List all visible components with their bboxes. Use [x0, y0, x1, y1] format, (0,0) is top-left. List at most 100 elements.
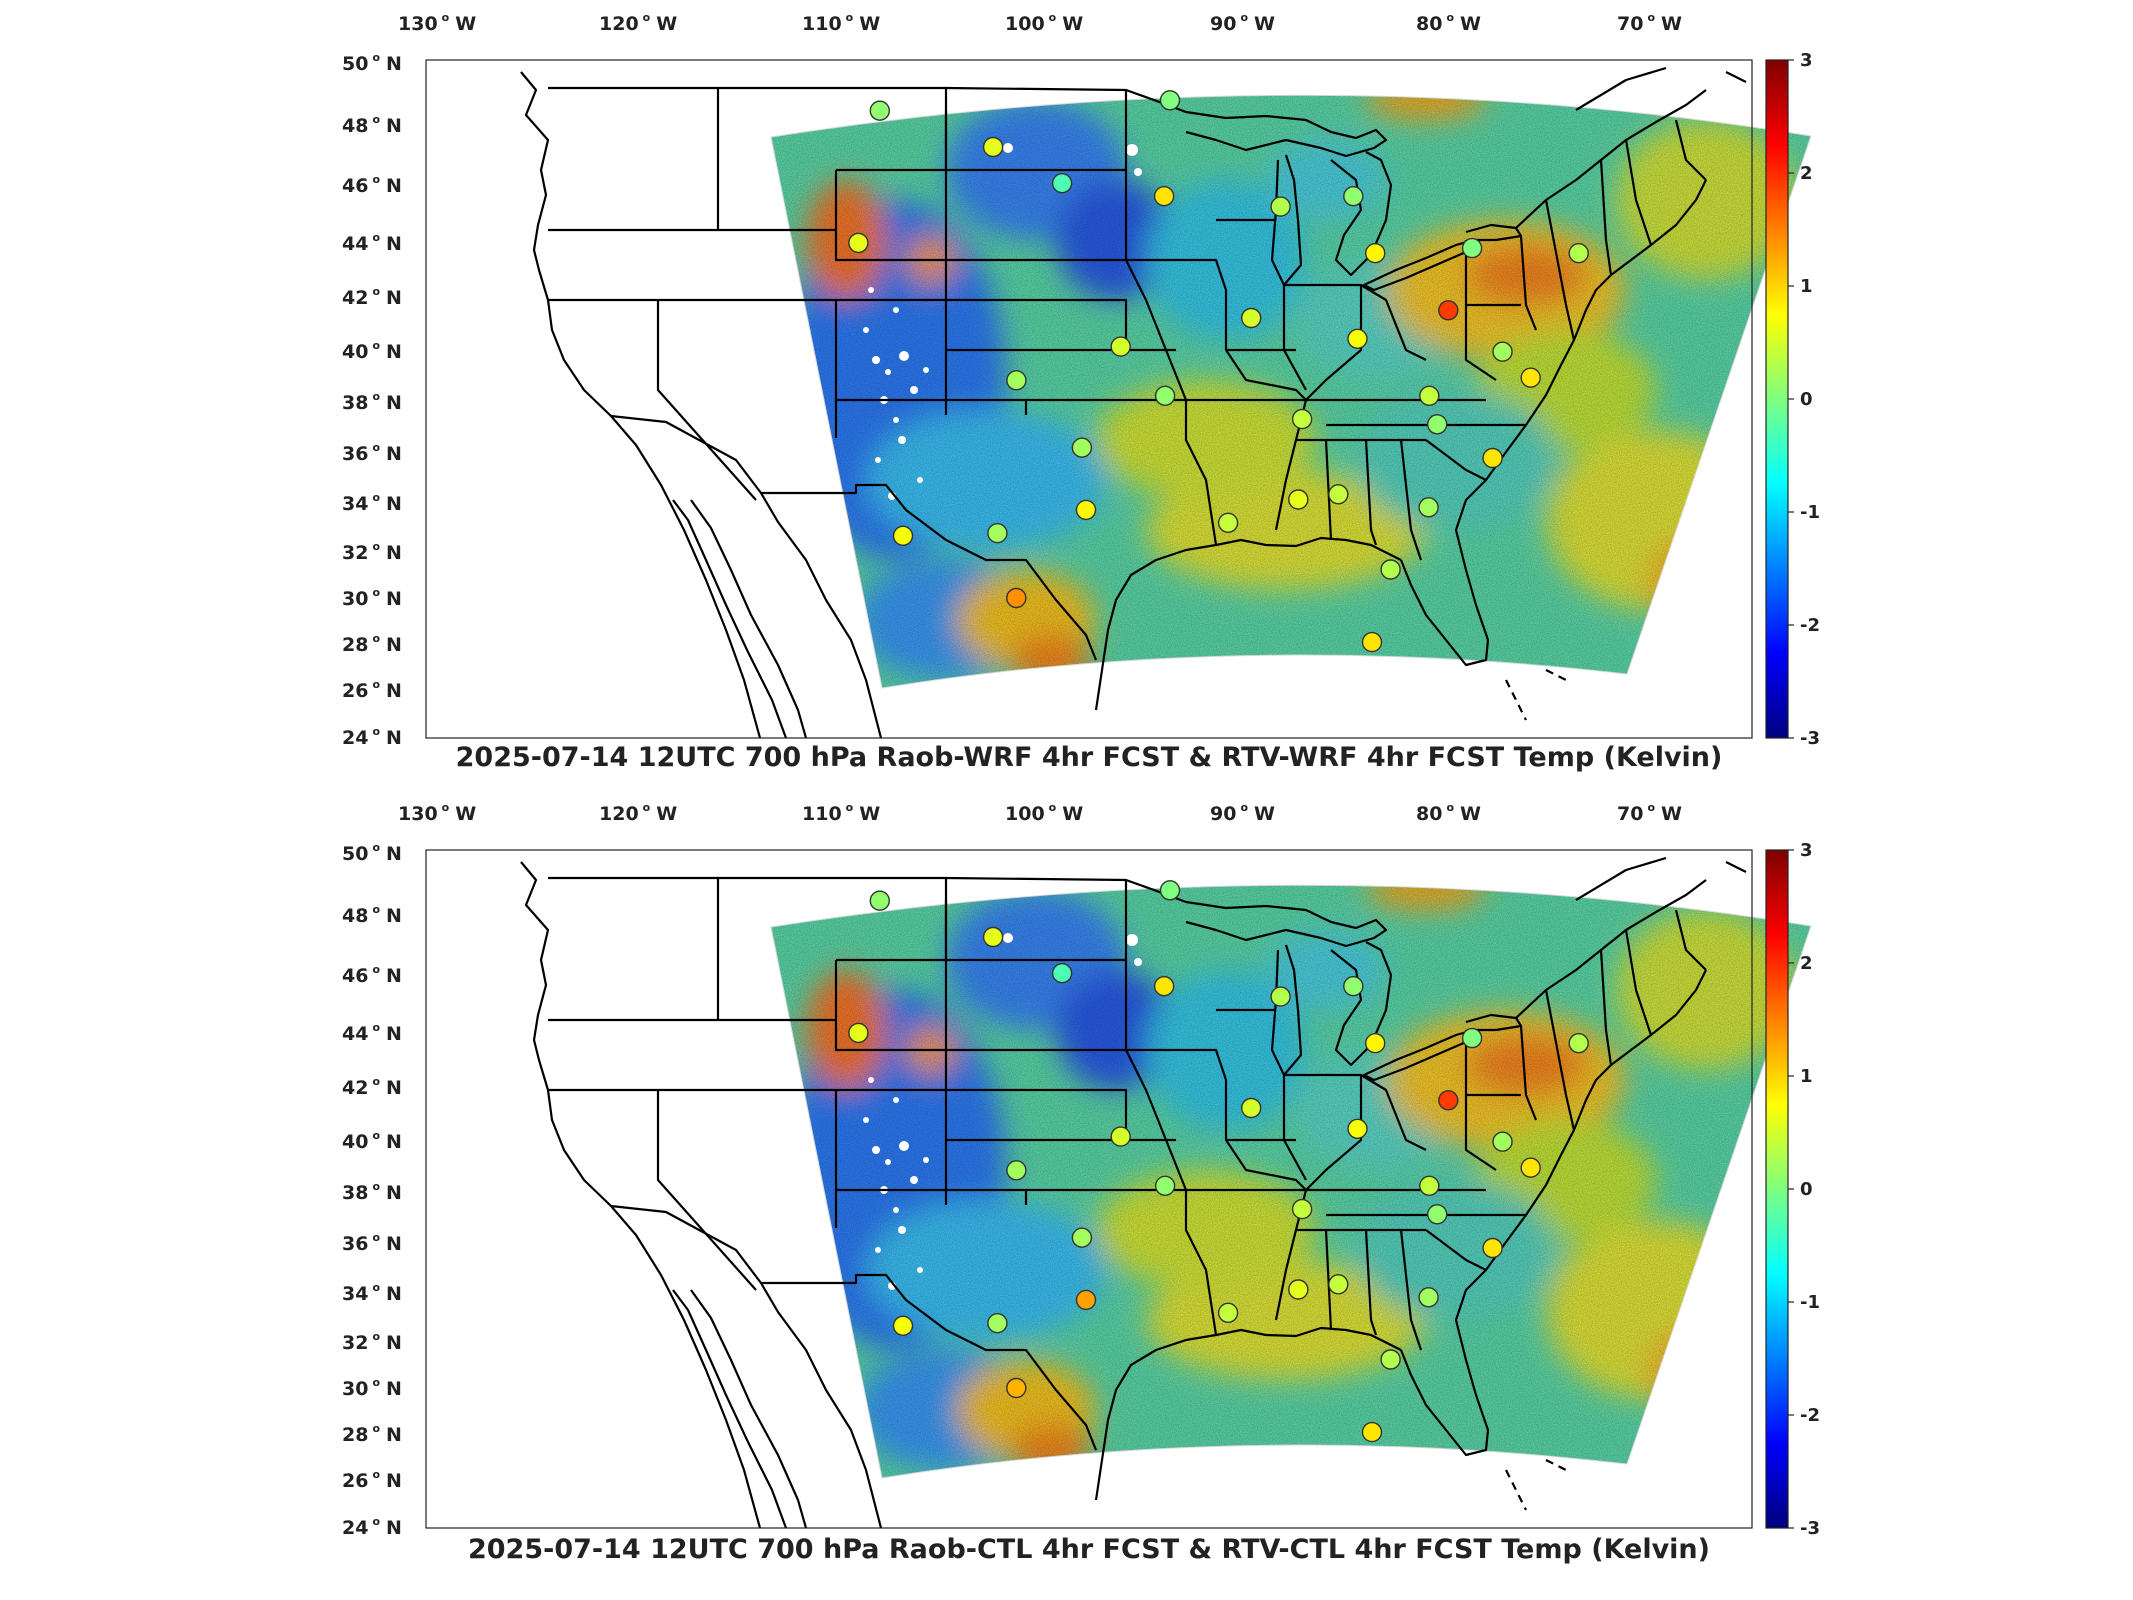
longitude-tick-label: 110 o W [802, 801, 880, 825]
station-marker [1438, 1090, 1459, 1111]
station-marker [1154, 1175, 1176, 1196]
station-marker [1461, 237, 1483, 259]
station-marker [1270, 986, 1291, 1007]
latitude-tick-label: 40 o N [342, 1129, 402, 1153]
station-marker [1461, 1027, 1483, 1049]
latitude-tick-label: 42 o N [342, 285, 402, 309]
longitude-tick-label: 80 o W [1416, 801, 1481, 825]
station-marker [1154, 385, 1176, 406]
station-marker [848, 232, 869, 254]
latitude-tick-label: 48 o N [342, 113, 402, 137]
station-marker [1006, 1377, 1027, 1399]
longitude-tick-label: 110 o W [802, 11, 880, 35]
station-marker [1520, 1157, 1541, 1178]
map-panel-top: 130 o W 120 o W 110 o W 100 o W 90 o W 80 o W 70 o W 50 o N 48 o N… [342, 11, 1820, 773]
station-marker [1492, 341, 1513, 362]
colorbar-tick-label: -3 [1800, 1518, 1820, 1539]
latitude-tick-label: 26 o N [342, 678, 402, 702]
station-marker [1153, 185, 1175, 207]
station-marker [1568, 1032, 1589, 1054]
colorbar-tick-label: -2 [1800, 615, 1820, 636]
station-marker [1361, 631, 1383, 653]
station-marker [1159, 880, 1181, 901]
latitude-tick-label: 26 o N [342, 1468, 402, 1492]
map-frame [425, 849, 1753, 1529]
map-panel-bottom: 130 o W 120 o W 110 o W 100 o W 90 o W 80 o W 70 o W 50 o N 48 o N… [342, 801, 1820, 1565]
station-marker [1006, 370, 1027, 391]
station-marker [1291, 408, 1313, 430]
raob-stations [848, 880, 1589, 1443]
colorbar-tick-label: 1 [1800, 1066, 1813, 1087]
station-marker [869, 100, 890, 121]
latitude-tick-label: 40 o N [342, 339, 402, 363]
station-marker [1288, 1279, 1309, 1300]
station-marker [1241, 307, 1262, 329]
longitude-tick-label: 70 o W [1617, 11, 1682, 35]
station-marker [1482, 447, 1503, 469]
station-marker [1071, 437, 1093, 458]
station-marker [1270, 196, 1291, 217]
longitude-tick-label: 120 o W [599, 801, 677, 825]
latitude-tick-label: 46 o N [342, 173, 402, 197]
colorbar-tick-label: -2 [1800, 1405, 1820, 1426]
station-marker [1365, 1032, 1386, 1054]
station-marker [1153, 975, 1175, 997]
latitude-tick-label: 44 o N [342, 1021, 402, 1045]
latitude-tick-label: 50 o N [342, 51, 402, 75]
map-area [426, 60, 1816, 740]
station-marker [1051, 962, 1073, 984]
station-marker [1343, 975, 1364, 997]
station-marker [1159, 90, 1181, 111]
latitude-tick-label: 28 o N [342, 632, 402, 656]
longitude-labels: 130 o W 120 o W 110 o W 100 o W 90 o W 80 o W 70 o W [398, 801, 1682, 825]
station-marker [869, 890, 890, 911]
longitude-tick-label: 90 o W [1210, 11, 1275, 35]
raob-stations [848, 90, 1589, 653]
longitude-labels: 130 o W 120 o W 110 o W 100 o W 90 o W 80 o W 70 o W [398, 11, 1682, 35]
longitude-tick-label: 100 o W [1005, 801, 1083, 825]
latitude-tick-label: 32 o N [342, 1330, 402, 1354]
colorbar-tick-label: -1 [1800, 502, 1820, 523]
station-marker [892, 1315, 914, 1336]
latitude-tick-label: 30 o N [342, 1376, 402, 1400]
station-marker [982, 136, 1004, 158]
station-marker [1361, 1421, 1383, 1443]
panel-title: 2025-07-14 12UTC 700 hPa Raob-CTL 4hr FC… [468, 1534, 1710, 1565]
latitude-labels: 50 o N 48 o N 46 o N 44 o N 42 o N 40 o N 38 o N 36 o N 34 o N 32 o N… [342, 51, 402, 749]
station-marker [1291, 1198, 1313, 1220]
longitude-tick-label: 80 o W [1416, 11, 1481, 35]
latitude-tick-label: 44 o N [342, 231, 402, 255]
colorbar: 3 2 1 0 -1 -2 -3 [1765, 50, 1820, 749]
latitude-tick-label: 42 o N [342, 1075, 402, 1099]
latitude-tick-label: 24 o N [342, 725, 402, 749]
station-marker [1380, 1349, 1401, 1370]
map-frame [425, 59, 1753, 739]
latitude-tick-label: 30 o N [342, 586, 402, 610]
station-marker [1418, 497, 1439, 518]
station-marker [1347, 1118, 1368, 1139]
station-marker [1328, 1274, 1349, 1295]
station-marker [1328, 484, 1349, 505]
station-marker [1288, 489, 1309, 510]
station-marker [1075, 1289, 1097, 1311]
station-marker [1380, 559, 1401, 580]
station-marker [1492, 1131, 1513, 1152]
station-marker [1241, 1097, 1262, 1119]
station-marker [1051, 172, 1073, 194]
colorbar-gradient [1765, 849, 1789, 1529]
colorbar-tick-label: 0 [1800, 389, 1813, 410]
station-marker [1419, 1175, 1440, 1196]
longitude-tick-label: 130 o W [398, 801, 476, 825]
latitude-tick-label: 32 o N [342, 540, 402, 564]
colorbar-tick-label: 2 [1800, 163, 1813, 184]
colorbar-tick-label: -3 [1800, 728, 1820, 749]
station-marker [1427, 1204, 1448, 1225]
latitude-tick-label: 38 o N [342, 1180, 402, 1204]
map-panels: 130 o W 120 o W 110 o W 100 o W 90 o W 80 o W 70 o W 50 o N 48 o N… [342, 11, 1820, 1565]
station-marker [1520, 367, 1541, 388]
latitude-tick-label: 28 o N [342, 1422, 402, 1446]
station-marker [982, 926, 1004, 948]
station-marker [848, 1022, 869, 1044]
station-marker [987, 1313, 1008, 1334]
station-marker [1419, 385, 1440, 406]
